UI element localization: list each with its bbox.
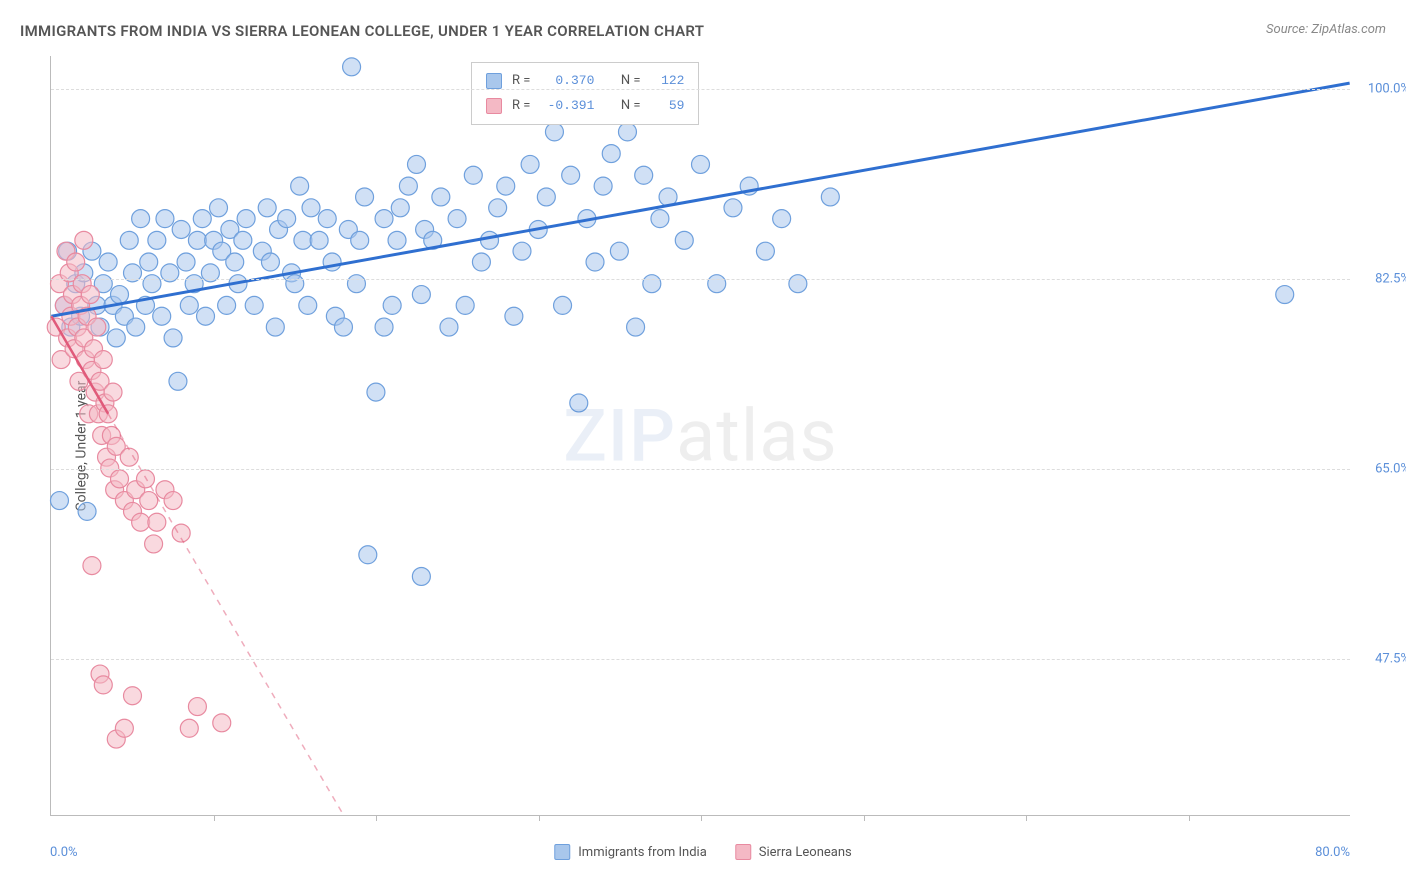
- legend-item-2: Sierra Leoneans: [735, 844, 852, 860]
- legend-swatch-1: [554, 844, 570, 860]
- source-label: Source: ZipAtlas.com: [1266, 22, 1386, 37]
- y-tick-label: 82.5%: [1375, 271, 1406, 286]
- x-axis-min-label: 0.0%: [50, 845, 78, 860]
- stats-row-2: R = -0.391 N = 59: [486, 94, 684, 119]
- stats-r-label: R =: [512, 69, 530, 94]
- chart-title: IMMIGRANTS FROM INDIA VS SIERRA LEONEAN …: [20, 22, 704, 40]
- scatter-svg: [51, 56, 1350, 815]
- y-tick-label: 100.0%: [1368, 81, 1406, 96]
- legend-label-1: Immigrants from India: [578, 845, 707, 860]
- y-tick-label: 47.5%: [1375, 651, 1406, 666]
- stats-box: R = 0.370 N = 122 R = -0.391 N = 59: [471, 62, 699, 125]
- stats-row-1: R = 0.370 N = 122: [486, 69, 684, 94]
- stats-n-label-2: N =: [621, 94, 641, 119]
- plot-area: R = 0.370 N = 122 R = -0.391 N = 59 ZIPa…: [50, 56, 1350, 816]
- legend-swatch-2: [735, 844, 751, 860]
- legend-item-1: Immigrants from India: [554, 844, 707, 860]
- legend-bottom: Immigrants from India Sierra Leoneans: [554, 844, 851, 860]
- stats-swatch-2: [486, 98, 502, 114]
- stats-r-1: 0.370: [540, 69, 594, 94]
- stats-r-2: -0.391: [540, 94, 594, 119]
- y-tick-label: 65.0%: [1375, 461, 1406, 476]
- stats-n-1: 122: [650, 69, 684, 94]
- stats-swatch-1: [486, 73, 502, 89]
- legend-label-2: Sierra Leoneans: [759, 845, 852, 860]
- stats-n-label: N =: [621, 69, 641, 94]
- stats-n-2: 59: [650, 94, 684, 119]
- x-axis-max-label: 80.0%: [1315, 845, 1350, 860]
- stats-r-label-2: R =: [512, 94, 530, 119]
